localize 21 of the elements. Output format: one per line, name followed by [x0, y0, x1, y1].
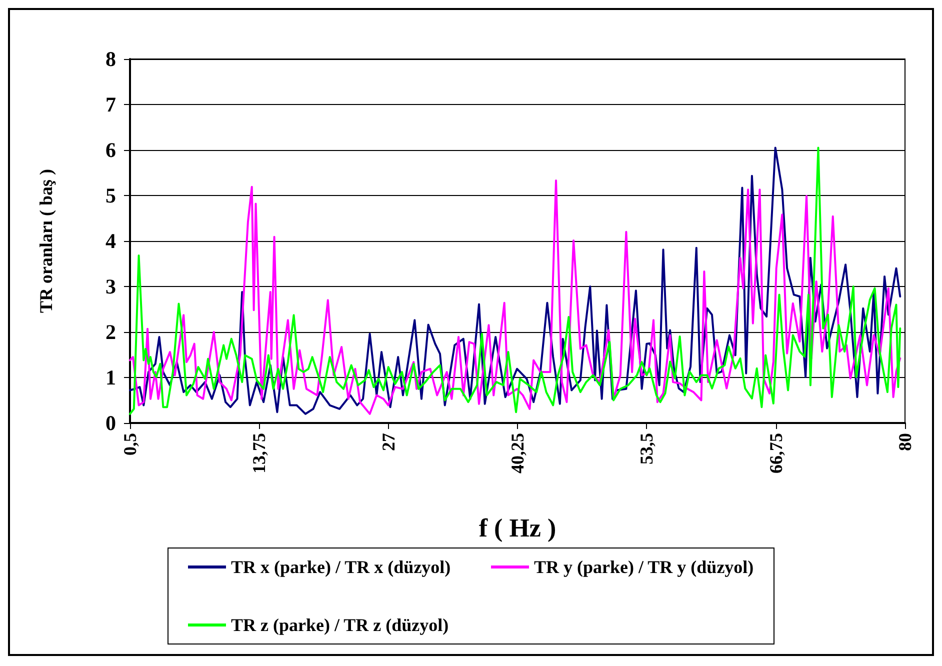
x-tick-label: 80: [895, 433, 915, 451]
y-tick-label: 5: [106, 184, 116, 208]
x-tick-label: 53,5: [636, 433, 657, 464]
y-tick-label: 3: [106, 274, 116, 298]
y-tick-label: 8: [106, 47, 116, 71]
y-tick-label: 2: [106, 320, 116, 344]
x-axis-title: f ( Hz ): [478, 514, 556, 542]
legend-label: TR y (parke) / TR y (düzyol): [534, 557, 754, 577]
legend-label: TR z (parke) / TR z (düzyol): [231, 615, 449, 635]
y-tick-label: 6: [106, 138, 116, 162]
x-tick-label: 13,75: [249, 433, 270, 474]
y-tick-label: 7: [106, 92, 116, 116]
x-tick-label: 0,5: [120, 433, 140, 456]
y-axis-title: TR oranları ( baş ): [36, 168, 56, 313]
x-tick-label: 66,75: [766, 433, 786, 474]
y-tick-label: 4: [106, 229, 116, 253]
y-tick-label: 0: [106, 411, 116, 435]
x-tick-label: 40,25: [508, 433, 528, 474]
y-tick-label: 1: [106, 366, 116, 390]
legend-label: TR x (parke) / TR x (düzyol): [231, 557, 451, 577]
x-tick-label: 27: [378, 433, 398, 451]
